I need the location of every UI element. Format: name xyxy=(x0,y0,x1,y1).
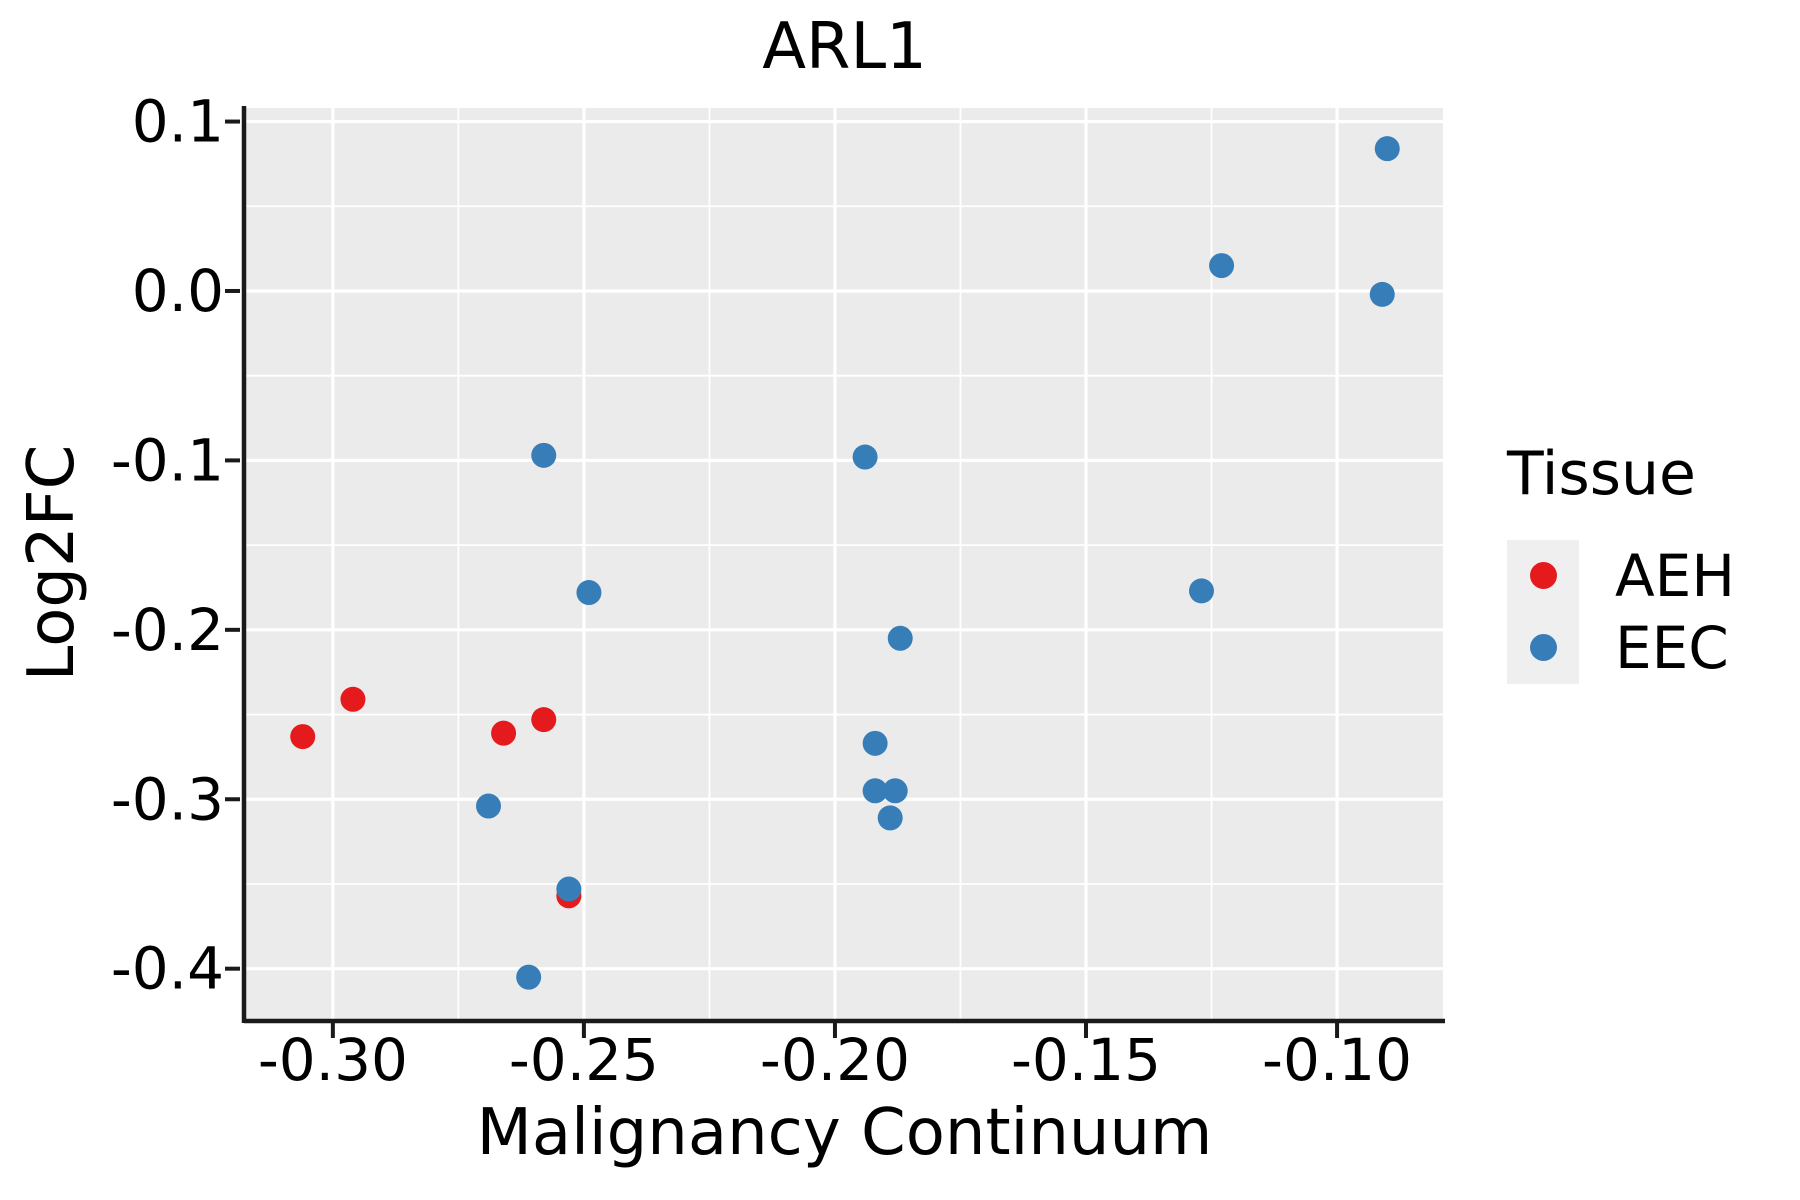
y-tick-label: 0.1 xyxy=(132,88,224,156)
data-point-aeh xyxy=(531,707,557,733)
data-point-eec xyxy=(1188,578,1214,604)
plot-title: ARL1 xyxy=(762,10,927,84)
data-point-eec xyxy=(862,778,888,804)
data-point-eec xyxy=(862,730,888,756)
y-tick-label: -0.3 xyxy=(111,765,224,833)
data-point-aeh xyxy=(340,686,366,712)
data-point-eec xyxy=(476,793,502,819)
legend-keys: AEH EEC xyxy=(1507,539,1735,684)
y-axis-title: Log2FC xyxy=(15,444,89,682)
legend-label-eec: EEC xyxy=(1615,613,1729,682)
x-tick-label: -0.10 xyxy=(1262,1026,1412,1094)
data-point-eec xyxy=(877,805,903,831)
data-point-eec xyxy=(531,442,557,468)
data-point-eec xyxy=(887,625,913,651)
x-tick-label: -0.25 xyxy=(509,1026,659,1094)
data-point-eec xyxy=(1209,253,1235,279)
data-point-eec xyxy=(882,778,908,804)
x-axis-title: Malignancy Continuum xyxy=(476,1096,1213,1170)
x-tick-label: -0.15 xyxy=(1011,1026,1161,1094)
legend-item-aeh: AEH xyxy=(1507,539,1735,612)
eec-point-icon xyxy=(1529,634,1557,662)
legend-title: Tissue xyxy=(1507,439,1696,509)
y-tick-label: -0.2 xyxy=(111,596,224,664)
legend: Tissue AEH EEC xyxy=(1507,439,1735,684)
data-point-aeh xyxy=(491,720,517,746)
panel-background xyxy=(246,108,1443,1019)
data-point-eec xyxy=(1369,281,1395,307)
data-point-aeh xyxy=(290,724,316,750)
data-point-eec xyxy=(556,876,582,902)
data-point-eec xyxy=(1374,136,1400,162)
y-tick-label: -0.4 xyxy=(111,935,224,1003)
x-tick-label: -0.30 xyxy=(258,1026,408,1094)
x-tick-label: -0.20 xyxy=(760,1026,910,1094)
legend-item-eec: EEC xyxy=(1507,611,1735,684)
y-tick-label: 0.0 xyxy=(132,257,224,325)
data-point-eec xyxy=(576,580,602,606)
legend-key-box xyxy=(1507,539,1579,612)
data-point-eec xyxy=(852,444,878,470)
y-tick-label: -0.1 xyxy=(111,426,224,494)
legend-key-box xyxy=(1507,611,1579,684)
aeh-point-icon xyxy=(1529,562,1557,590)
legend-label-aeh: AEH xyxy=(1615,541,1735,610)
data-point-eec xyxy=(516,964,542,990)
